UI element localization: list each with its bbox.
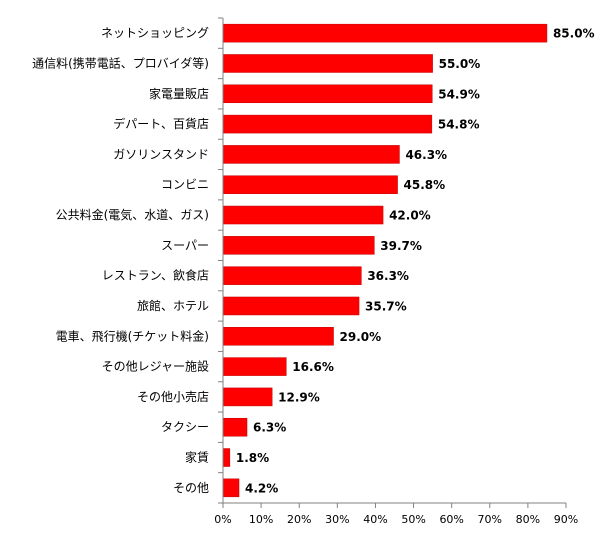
bar — [222, 266, 362, 285]
bar — [222, 478, 240, 498]
value-label: 4.2% — [245, 481, 278, 495]
value-label: 16.6% — [292, 360, 334, 374]
x-tick-label: 40% — [363, 513, 387, 526]
x-tick-label: 80% — [516, 513, 540, 526]
value-label: 54.8% — [438, 118, 480, 132]
value-label: 12.9% — [278, 390, 320, 404]
category-label: 公共料金(電気、水道、ガス) — [56, 207, 209, 222]
x-tick-label: 20% — [287, 513, 311, 526]
bar — [222, 114, 433, 134]
category-label: その他 — [173, 481, 209, 495]
category-label: その他小売店 — [137, 389, 209, 404]
category-label: 家電量販店 — [149, 86, 209, 101]
value-label: 46.3% — [405, 148, 447, 162]
value-label: 29.0% — [340, 330, 382, 344]
category-label: タクシー — [161, 420, 209, 434]
bar — [222, 417, 248, 437]
bar — [222, 357, 287, 376]
value-labels: 85.0% 55.0% 54.9% 54.8% 46.3% 45.8% 42.0% 39.7%… — [236, 27, 595, 496]
bar — [222, 236, 375, 255]
axis-layer — [218, 17, 567, 508]
x-tick-label: 70% — [478, 513, 502, 526]
category-label: スーパー — [161, 238, 209, 252]
value-label: 54.9% — [438, 87, 480, 101]
value-label: 45.8% — [404, 178, 446, 192]
value-label: 85.0% — [553, 27, 595, 41]
category-label: デパート、百貨店 — [113, 116, 209, 131]
category-label: レストラン、飲食店 — [102, 268, 209, 283]
value-label: 42.0% — [389, 209, 431, 223]
category-label: 通信料(携帯電話、プロバイダ等) — [32, 55, 209, 70]
category-label: 旅館、ホテル — [137, 298, 209, 313]
bar — [222, 448, 231, 467]
value-label: 55.0% — [439, 57, 481, 71]
category-label: 家賃 — [185, 450, 209, 465]
bar — [222, 84, 433, 104]
category-label: 電車、飛行機(チケット料金) — [56, 328, 209, 343]
value-label: 6.3% — [253, 421, 286, 435]
x-tick-label: 0% — [214, 513, 231, 526]
bar — [222, 387, 273, 407]
bar — [222, 205, 384, 225]
bar — [222, 23, 548, 43]
category-label: コンビニ — [161, 178, 209, 192]
category-label: その他レジャー施設 — [102, 359, 209, 374]
x-tick-label: 50% — [401, 513, 425, 526]
value-label: 36.3% — [367, 269, 409, 283]
category-label: ガソリンスタンド — [113, 147, 209, 161]
value-label: 39.7% — [380, 239, 422, 253]
x-tick-label: 10% — [249, 513, 273, 526]
bar — [222, 327, 334, 346]
category-label: ネットショッピング — [101, 26, 209, 40]
bar — [222, 175, 398, 194]
x-tick-label: 30% — [325, 513, 349, 526]
x-tick-label: 60% — [439, 513, 463, 526]
bar — [222, 296, 360, 316]
bar — [222, 54, 433, 73]
bar — [222, 145, 400, 164]
value-label: 1.8% — [236, 451, 269, 465]
x-tick-labels: 0% 10% 20% 30% 40% 50% 60% 70% 80% 90% — [214, 513, 578, 526]
value-label: 35.7% — [365, 299, 407, 313]
x-tick-label: 90% — [554, 513, 578, 526]
